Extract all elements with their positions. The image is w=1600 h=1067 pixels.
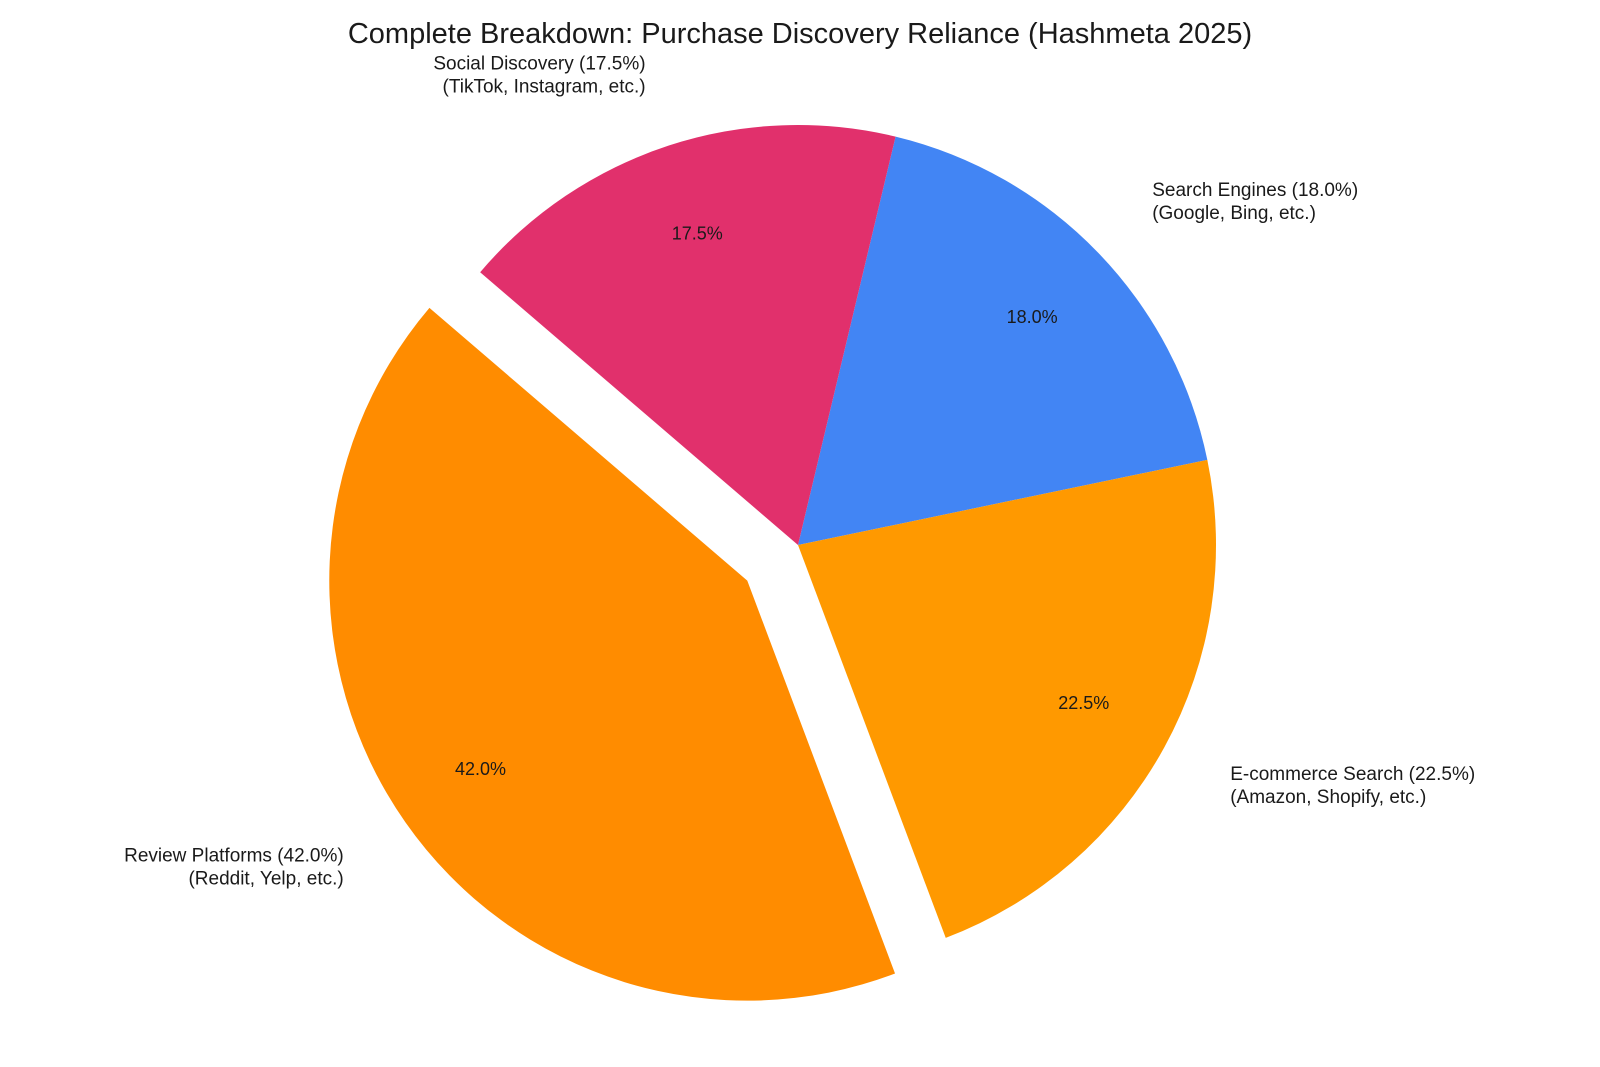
pct-label-review-platforms: 42.0% bbox=[455, 759, 506, 779]
pct-label-social-discovery: 17.5% bbox=[672, 223, 723, 243]
percentage-labels: 18.0% 22.5% 42.0% 17.5% bbox=[455, 223, 1109, 779]
pie-slice-social-discovery bbox=[480, 124, 896, 545]
pct-label-e-commerce-search: 22.5% bbox=[1058, 693, 1109, 713]
pie-slice-review-platforms bbox=[329, 307, 896, 1001]
slice-labels: Search Engines (18.0%) (Google, Bing, etc… bbox=[124, 54, 1475, 890]
pie-slice-e-commerce-search bbox=[798, 459, 1216, 938]
slice-label-social-discovery: Social Discovery (17.5%) (TikTok, Instagr… bbox=[433, 54, 645, 98]
pie-slices bbox=[329, 124, 1216, 1001]
slice-label-review-platforms: Review Platforms (42.0%) (Reddit, Yelp, e… bbox=[124, 846, 344, 890]
slice-label-search-engines: Search Engines (18.0%) (Google, Bing, etc… bbox=[1152, 180, 1358, 224]
slice-label-e-commerce-search: E-commerce Search (22.5%) (Amazon, Shopif… bbox=[1230, 764, 1475, 808]
pct-label-search-engines: 18.0% bbox=[1007, 307, 1058, 327]
pie-slice-search-engines bbox=[798, 136, 1208, 546]
chart-title: Complete Breakdown: Purchase Discovery R… bbox=[348, 18, 1252, 50]
